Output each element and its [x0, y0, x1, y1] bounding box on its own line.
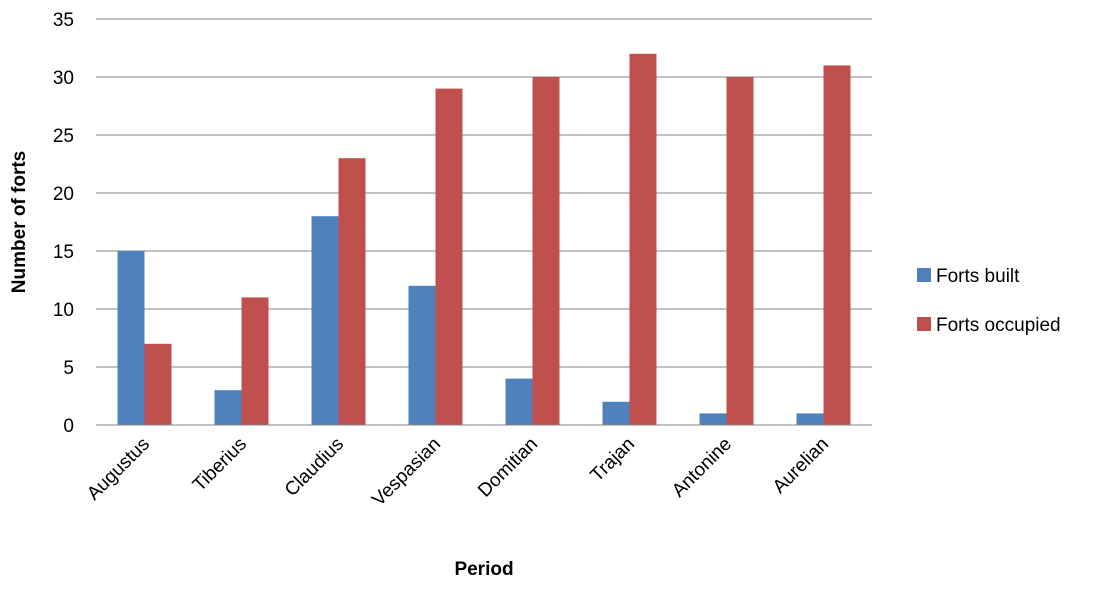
bar-forts-occupied-vespasian — [435, 88, 463, 425]
y-tick-label: 25 — [53, 126, 74, 147]
y-axis-title: Number of forts — [9, 151, 30, 294]
x-tick-labels: Augustus Tiberius Claudius Vespasian Domitia… — [83, 434, 833, 511]
bar-forts-built-trajan — [602, 401, 630, 425]
x-tick-label: Vespasian — [368, 434, 445, 511]
y-tick-label: 0 — [63, 416, 74, 437]
bar-forts-occupied-tiberius — [241, 297, 269, 425]
x-tick-label: Augustus — [83, 434, 154, 505]
legend-label: Forts occupied — [936, 315, 1061, 336]
x-axis-title: Period — [454, 559, 513, 580]
bar-forts-occupied-augustus — [144, 343, 172, 425]
x-tick-label: Claudius — [281, 434, 348, 501]
x-tick-label: Aurelian — [769, 434, 833, 498]
x-tick-label: Trajan — [587, 434, 639, 486]
bar-forts-built-augustus — [117, 251, 145, 425]
bar-forts-occupied-trajan — [629, 53, 657, 426]
legend-swatch — [917, 268, 931, 282]
y-tick-label: 15 — [53, 242, 74, 263]
bar-forts-occupied-aurelian — [823, 65, 851, 426]
bar-forts-built-domitian — [505, 378, 533, 425]
legend: Forts built Forts occupied — [917, 266, 1061, 336]
y-tick-label: 35 — [53, 10, 74, 31]
legend-swatch — [917, 317, 931, 331]
legend-label: Forts built — [936, 266, 1020, 287]
y-tick-label: 30 — [53, 68, 74, 89]
bar-forts-occupied-antonine — [726, 77, 754, 425]
bar-forts-built-aurelian — [796, 413, 824, 425]
y-tick-labels: 0 5 10 15 20 25 30 35 — [53, 10, 74, 437]
bars — [117, 53, 851, 426]
y-tick-label: 20 — [53, 184, 74, 205]
bar-forts-built-tiberius — [214, 390, 242, 425]
bar-forts-built-vespasian — [408, 285, 436, 425]
bar-forts-occupied-claudius — [338, 158, 366, 425]
bar-forts-occupied-domitian — [532, 77, 560, 425]
y-tick-label: 5 — [63, 358, 74, 379]
y-tick-label: 10 — [53, 300, 74, 321]
x-tick-label: Tiberius — [189, 434, 251, 496]
gridlines — [96, 18, 872, 368]
bar-forts-built-antonine — [699, 413, 727, 425]
x-tick-label: Domitian — [474, 434, 542, 502]
bar-forts-built-claudius — [311, 216, 339, 425]
x-tick-label: Antonine — [668, 434, 736, 502]
